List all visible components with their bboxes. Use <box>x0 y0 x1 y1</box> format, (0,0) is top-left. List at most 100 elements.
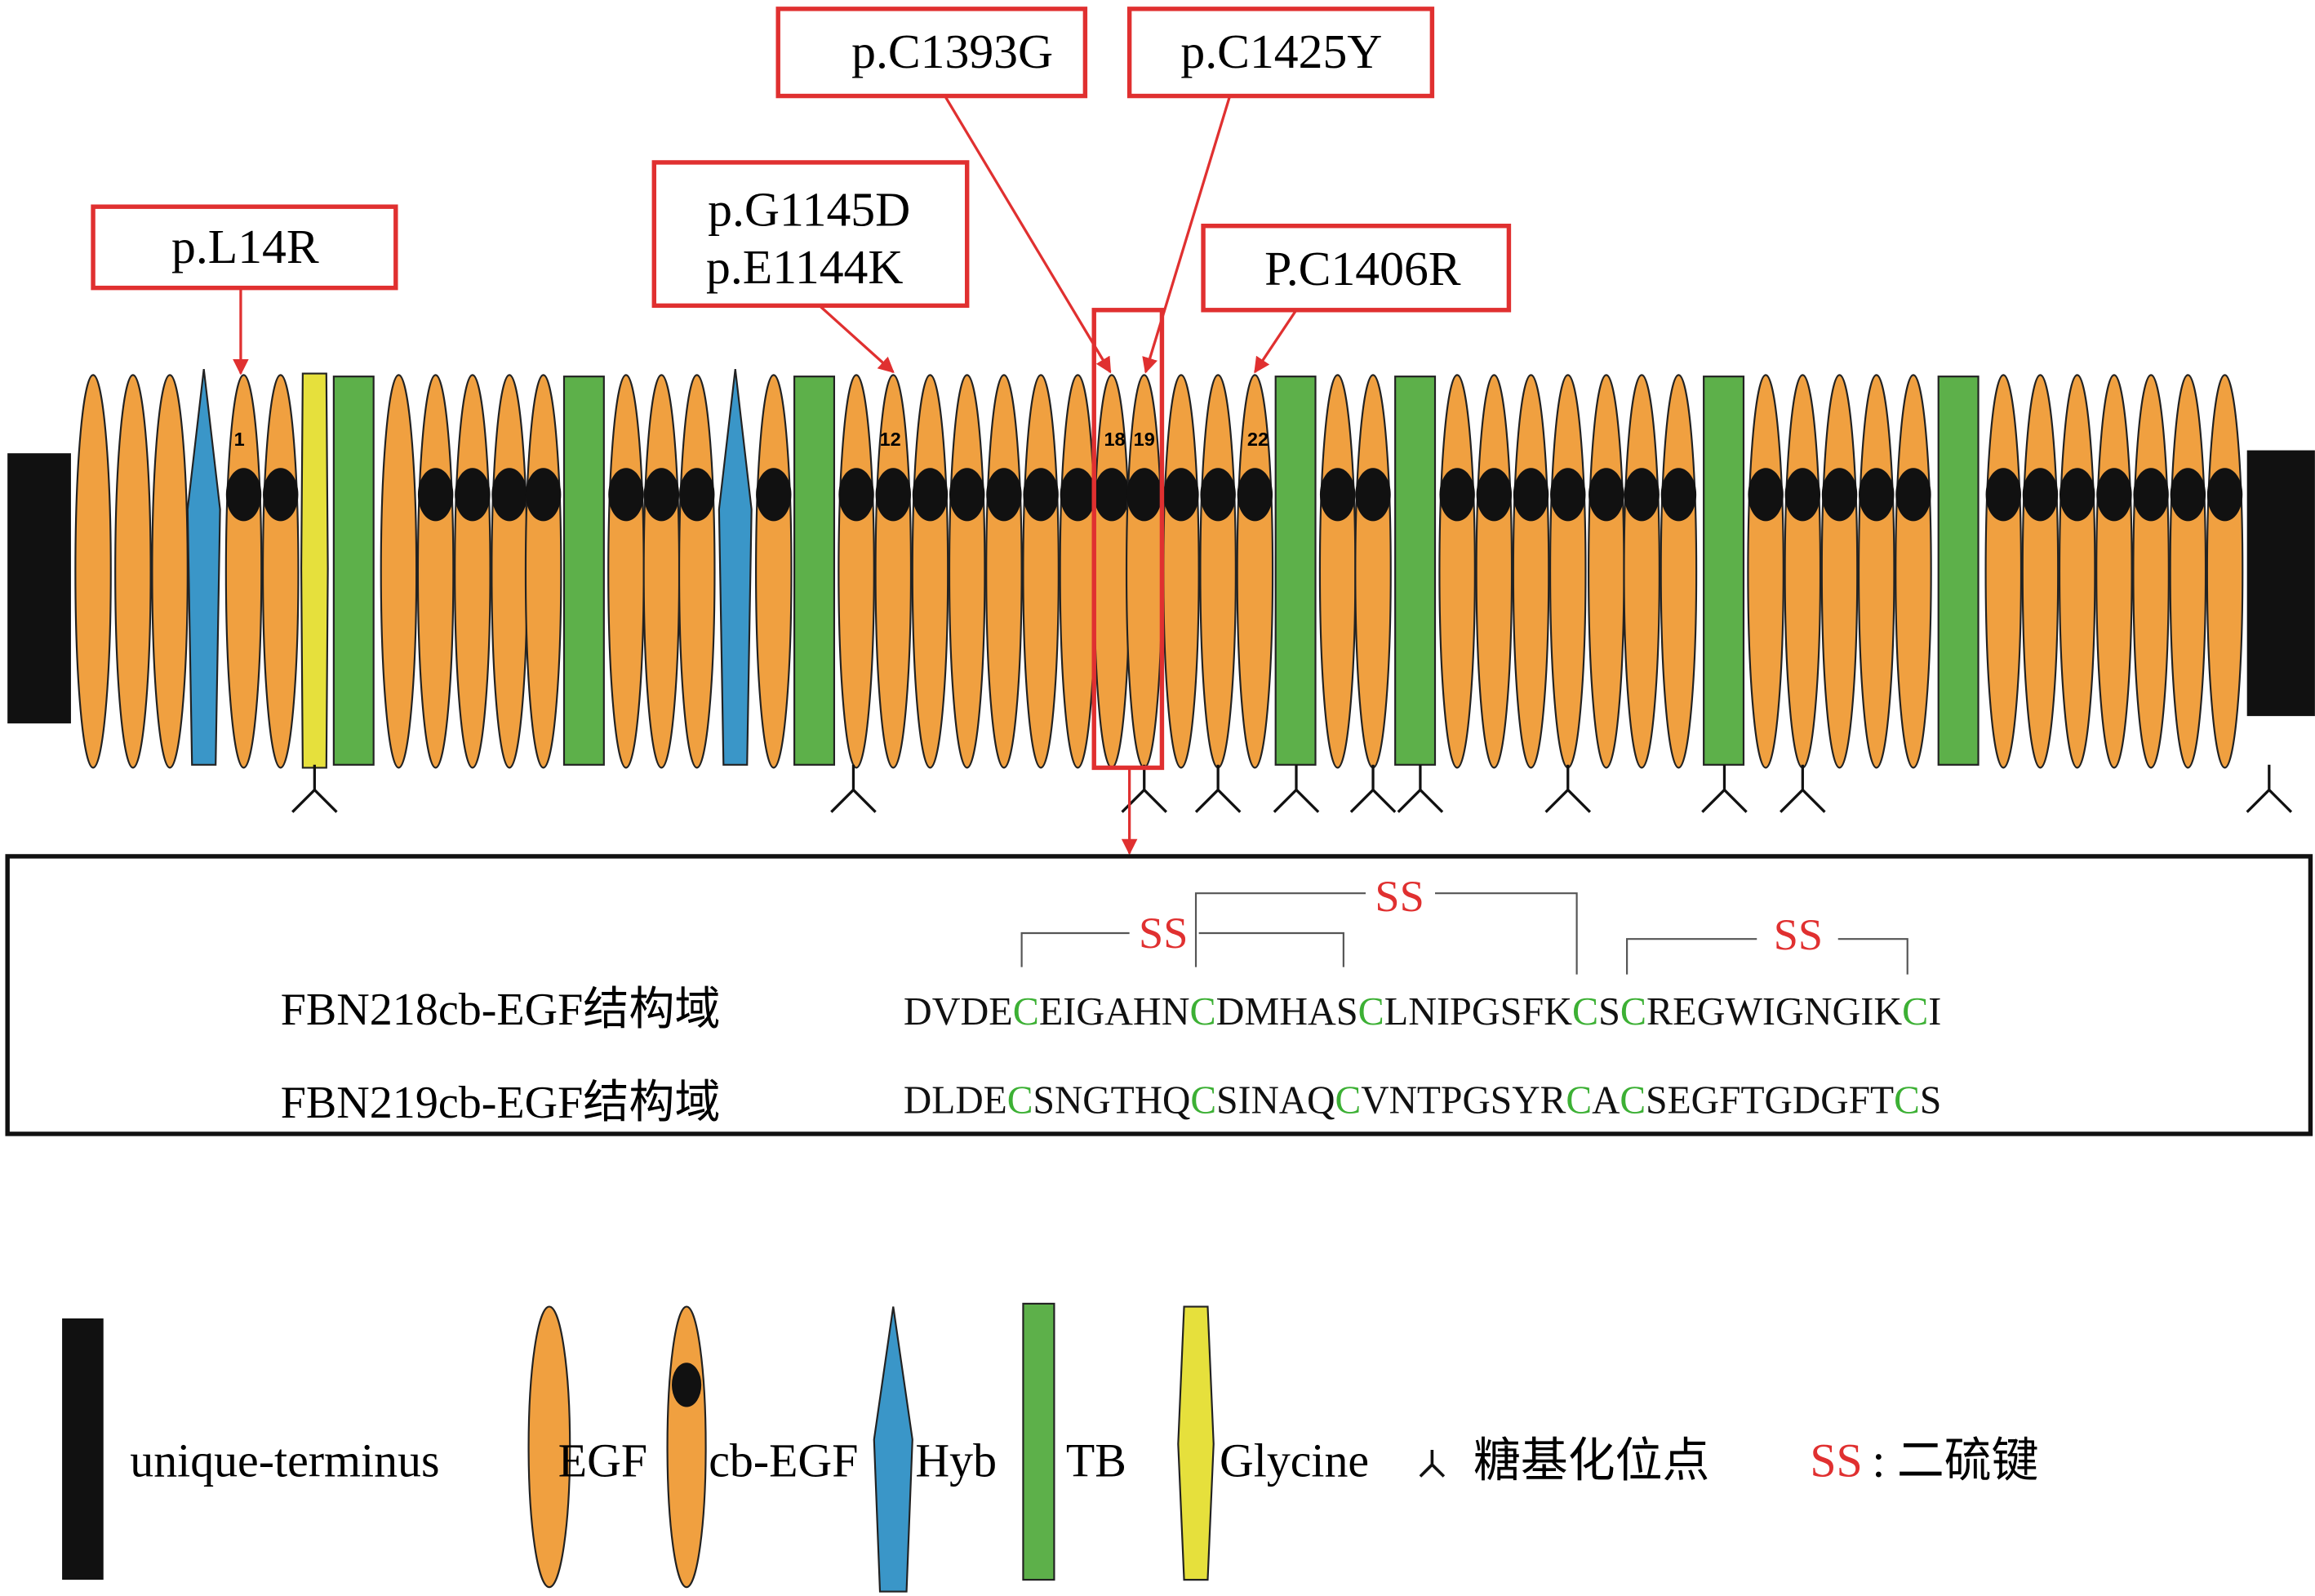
calcium <box>1200 468 1236 522</box>
calcium <box>1748 468 1784 522</box>
cb-egf <box>1623 374 1660 769</box>
terminus <box>2246 450 2315 717</box>
calcium <box>417 468 454 522</box>
calcium <box>2096 468 2132 522</box>
glyco-site <box>1780 764 1826 813</box>
legend-label: Glycine <box>1220 1434 1369 1487</box>
glyco-site <box>291 764 338 813</box>
legend-glycine <box>1177 1305 1215 1581</box>
domain-number: 22 <box>1247 429 1269 450</box>
egf <box>114 374 152 769</box>
glyco-site <box>1273 764 1320 813</box>
calcium <box>2133 468 2169 522</box>
cb-egf <box>1438 374 1476 769</box>
calcium <box>1589 468 1624 522</box>
mutation-label: p.C1425Y <box>1180 24 1382 78</box>
calcium <box>225 468 262 522</box>
cb-egf <box>1475 374 1513 769</box>
sequence: DLDECSNGTHQCSINAQCVNTPGSYRCACSEGFTGDGFTC… <box>904 1078 1941 1123</box>
sequence-name: FBN218cb-EGF结构域 <box>281 985 721 1035</box>
calcium <box>1126 468 1162 522</box>
sequence: DVDECEIGAHNCDMHASCLNIPGSFKCSCREGWIGNGIKC… <box>904 989 1941 1034</box>
highlight-box <box>1091 308 1165 771</box>
cb-egf <box>911 374 949 769</box>
cb-egf <box>1784 374 1822 769</box>
cb-egf <box>1162 374 1200 769</box>
arrow <box>944 95 1112 374</box>
calcium <box>1784 468 1821 522</box>
mutation-box <box>1201 223 1512 313</box>
glyco-site <box>2246 764 2293 813</box>
bond-bracket <box>1435 892 1578 975</box>
calcium <box>838 468 874 522</box>
protein-chain <box>7 369 2315 769</box>
residues: C <box>1894 1078 1920 1123</box>
arrow <box>1142 96 1232 374</box>
calcium <box>1821 468 1858 522</box>
calcium <box>756 468 792 522</box>
legend-egf <box>527 1305 571 1589</box>
legend-terminus <box>62 1318 104 1580</box>
bond-bracket <box>1198 931 1344 967</box>
calcium <box>1985 468 2021 522</box>
calcium <box>949 468 985 522</box>
legend-cb-egf <box>666 1305 707 1589</box>
calcium <box>491 468 527 522</box>
egf <box>380 374 418 769</box>
calcium <box>1355 468 1391 522</box>
residues: C <box>1335 1078 1362 1123</box>
sequences: DVDECEIGAHNCDMHASCLNIPGSFKCSCREGWIGNGIKC… <box>904 989 1941 1123</box>
calcium <box>875 468 911 522</box>
legend-bond-text: : 二硫键 <box>1872 1434 2038 1487</box>
domain-number: 19 <box>1134 429 1155 450</box>
cb-egf <box>2169 374 2207 769</box>
calcium <box>2060 468 2095 522</box>
bond-bracket <box>1194 892 1366 967</box>
cb-egf <box>454 374 491 769</box>
calcium <box>1476 468 1513 522</box>
residues: C <box>1358 989 1384 1034</box>
bond-bracket <box>1626 938 1757 975</box>
calcium <box>1060 468 1096 522</box>
tb <box>793 376 836 766</box>
glycosylation-sites <box>291 764 2293 813</box>
cb-egf <box>1059 374 1097 769</box>
calcium <box>1163 468 1199 522</box>
legend-label: 糖基化位点 <box>1473 1434 1709 1487</box>
bond-bracket <box>1837 938 1908 975</box>
cb-egf <box>948 374 986 769</box>
arrow <box>1254 309 1298 374</box>
calcium <box>525 468 562 522</box>
terminus <box>7 453 71 724</box>
mutation-box <box>775 7 1088 99</box>
calcium <box>1094 468 1130 522</box>
calcium <box>1513 468 1549 522</box>
glyco-site <box>1544 764 1592 813</box>
cb-egf <box>1549 374 1587 769</box>
residues: C <box>1190 1078 1216 1123</box>
domain-number: 1 <box>234 429 245 450</box>
legend-label: TB <box>1066 1434 1126 1487</box>
legend-calcium <box>672 1363 702 1407</box>
mutation-label: p.L14R <box>171 220 319 273</box>
cb-egf <box>1199 374 1237 769</box>
calcium <box>1439 468 1475 522</box>
calcium <box>2170 468 2206 522</box>
domain-number: 12 <box>880 429 901 450</box>
cb-egf <box>1512 374 1550 769</box>
legend: unique-terminus EGF cb-EGF Hyb TB Glycin… <box>62 1302 2038 1593</box>
mutation-label: p.G1145D <box>708 183 910 237</box>
legend-label: EGF <box>558 1434 647 1487</box>
residues: C <box>1620 1078 1646 1123</box>
cb-egf <box>1022 374 1060 769</box>
residues: S <box>1920 1078 1941 1123</box>
mutation-label: p.E1144K <box>706 240 903 294</box>
cb-egf <box>261 374 300 769</box>
mutation-boxes <box>91 7 1512 771</box>
hyb <box>718 369 753 766</box>
residues: C <box>1013 989 1039 1034</box>
residues: C <box>1566 1078 1592 1123</box>
calcium <box>608 468 644 522</box>
